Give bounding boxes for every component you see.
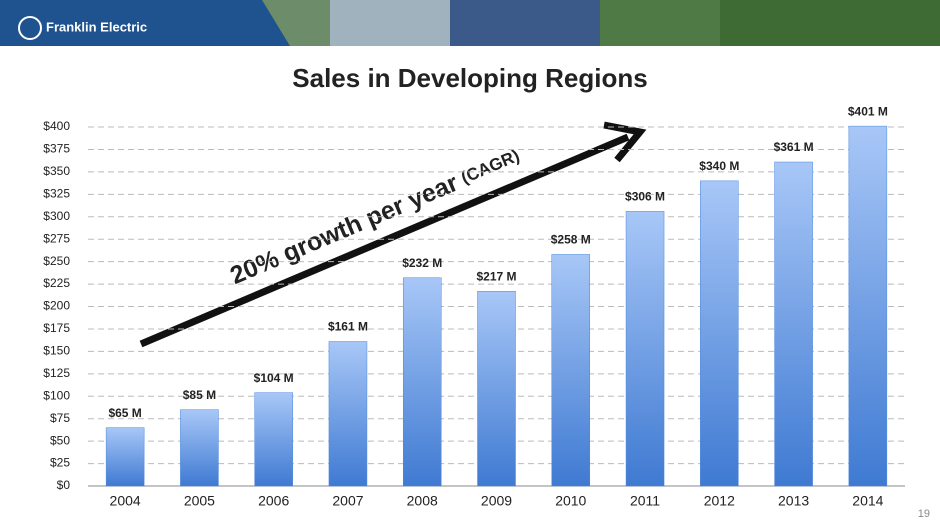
logo [18,16,42,40]
annotation-text: 20% growth per year(CAGR) [226,142,524,290]
bar [328,341,368,487]
y-tick-label: $325 [43,186,70,200]
photo [720,0,940,46]
value-label: $161 M [328,320,368,334]
x-tick-label: 2009 [481,493,512,509]
bar [774,161,813,487]
annotation-main: 20% growth per year [226,168,462,289]
x-tick-label: 2008 [407,493,438,509]
bar [625,211,665,487]
bar [180,409,219,487]
photo [450,0,600,46]
value-label: $104 M [254,371,294,385]
y-tick-label: $100 [43,388,70,402]
bar [848,125,888,487]
chart-title: Sales in Developing Regions [292,63,647,93]
header: Franklin Electric [0,0,940,46]
value-label: $65 M [108,406,141,420]
y-tick-label: $150 [43,344,70,358]
x-tick-label: 2012 [704,493,735,509]
bar [700,180,739,487]
bar [254,392,293,487]
brand-band [0,0,290,46]
x-tick-label: 2014 [852,493,883,509]
growth-arrow [139,133,630,348]
value-label: $306 M [625,190,665,204]
y-tick-label: $0 [57,478,71,492]
y-tick-label: $25 [50,456,70,470]
x-tick-label: 2005 [184,493,215,509]
annotation-note: (CAGR) [459,146,523,187]
value-label: $340 M [699,159,739,173]
y-tick-label: $300 [43,209,70,223]
bar [477,290,516,487]
bar [105,427,145,487]
y-tick-label: $275 [43,231,70,245]
x-tick-label: 2010 [555,493,586,509]
y-tick-label: $200 [43,299,70,313]
bar [551,254,591,487]
y-tick-label: $350 [43,164,70,178]
x-tick-label: 2004 [110,493,141,509]
y-tick-label: $375 [43,142,70,156]
photo [330,0,450,46]
value-label: $217 M [476,269,516,283]
bar [402,277,442,487]
y-tick-label: $250 [43,254,70,268]
y-tick-label: $125 [43,366,70,380]
arrow-head [603,121,647,163]
value-label: $232 M [402,256,442,270]
page-number: 19 [918,508,930,520]
annotation: 20% growth per year(CAGR) [226,142,524,290]
value-label: $401 M [848,104,888,118]
value-label: $85 M [183,388,216,402]
x-tick-label: 2013 [778,493,809,509]
photo [600,0,720,46]
y-tick-label: $400 [43,119,70,133]
brand-name: Franklin Electric [46,19,147,34]
value-label: $361 M [774,140,814,154]
y-tick-label: $50 [50,433,70,447]
value-label: $258 M [551,233,591,247]
y-tick-label: $75 [50,411,70,425]
y-tick-label: $175 [43,321,70,335]
x-tick-label: 2007 [332,493,363,509]
x-tick-label: 2006 [258,493,289,509]
plot: $0 $25 $50 $75 $100 $125 $150 $175 $200 $225 $250 $… [43,104,905,509]
y-tick-label: $225 [43,276,70,290]
x-tick-label: 2011 [630,493,660,509]
